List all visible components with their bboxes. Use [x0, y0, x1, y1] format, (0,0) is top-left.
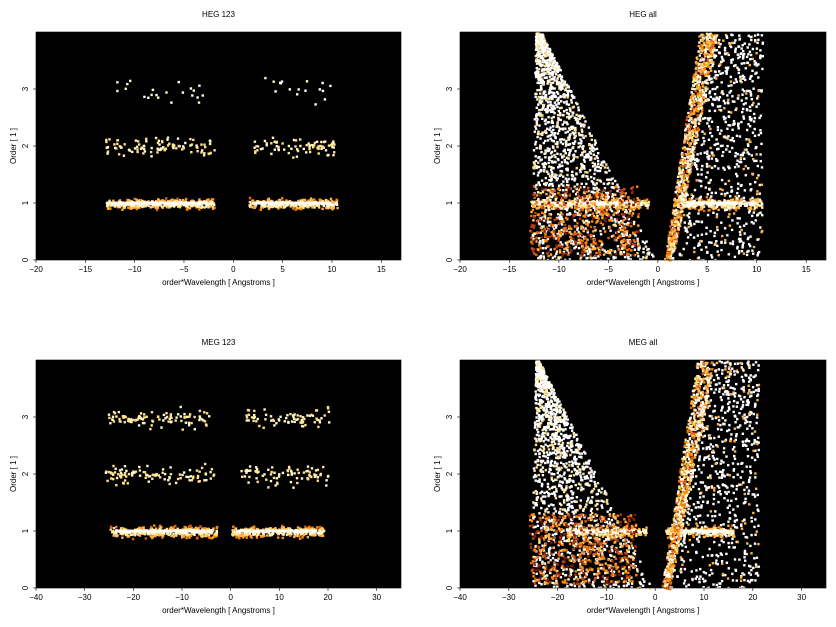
plot-area	[36, 360, 401, 588]
x-tick-label: −20	[127, 593, 141, 602]
y-axis-label: Order [ 1 ]	[9, 456, 18, 492]
plot-area	[36, 32, 401, 260]
x-tick-label: 5	[280, 265, 285, 274]
y-axis-label: Order [ 1 ]	[9, 128, 18, 164]
plot-area	[460, 360, 826, 588]
x-tick-label: −10	[175, 593, 189, 602]
x-tick-label: 10	[700, 593, 709, 602]
y-tick-label: 1	[445, 528, 454, 533]
y-tick-label: 1	[445, 200, 454, 205]
heatmap-pixels	[529, 32, 765, 263]
y-tick-label: 1	[21, 528, 30, 533]
x-tick-label: 0	[656, 265, 661, 274]
panel-title: MEG 123	[202, 338, 236, 347]
y-tick-label: 0	[445, 257, 454, 262]
panel-title: HEG all	[629, 10, 657, 19]
panel-title: MEG all	[629, 338, 658, 347]
x-tick-label: −20	[551, 593, 565, 602]
y-axis-label: Order [ 1 ]	[433, 456, 442, 492]
x-tick-label: −10	[552, 265, 566, 274]
y-tick-label: 2	[21, 471, 30, 476]
x-axis-label: order*Wavelength [ Angstroms ]	[587, 278, 700, 287]
x-tick-label: −20	[29, 265, 43, 274]
x-tick-label: 30	[797, 593, 806, 602]
x-tick-label: −20	[453, 265, 467, 274]
x-axis-label: order*Wavelength [ Angstroms ]	[162, 606, 275, 615]
x-tick-label: −10	[600, 593, 614, 602]
x-tick-label: −10	[128, 265, 142, 274]
heatmap-pixels	[105, 76, 339, 212]
x-tick-label: 0	[231, 265, 236, 274]
x-tick-label: 15	[377, 265, 386, 274]
heatmap-pixels	[528, 360, 761, 591]
panel-2: HEG all −20 −15 −10 −5 0 5 10 15 0 1 2 3 order*Wavele…	[433, 10, 827, 287]
x-tick-label: 30	[372, 593, 381, 602]
panel-3: MEG 123 −40 −30 −20 −10 0 10 20 30 0 1 2 3 order*Wave…	[9, 338, 402, 615]
x-tick-label: 0	[228, 593, 233, 602]
y-axis-label: Order [ 1 ]	[433, 128, 442, 164]
y-tick-label: 1	[21, 200, 30, 205]
y-tick-label: 3	[21, 86, 30, 91]
x-tick-label: −15	[79, 265, 93, 274]
panel-title: HEG 123	[202, 10, 235, 19]
x-tick-label: −30	[502, 593, 516, 602]
x-tick-label: −5	[179, 265, 189, 274]
y-tick-label: 3	[445, 86, 454, 91]
x-tick-label: 20	[324, 593, 333, 602]
y-tick-label: 3	[445, 414, 454, 419]
x-tick-label: 10	[275, 593, 284, 602]
x-tick-label: −40	[453, 593, 467, 602]
panel-4: MEG all −40 −30 −20 −10 0 10 20 30 0 1 2 3 order*Wave…	[433, 338, 827, 615]
y-tick-label: 3	[21, 414, 30, 419]
x-tick-label: 20	[748, 593, 757, 602]
y-tick-label: 2	[445, 471, 454, 476]
x-tick-label: −30	[78, 593, 92, 602]
x-tick-label: 15	[802, 265, 811, 274]
x-tick-label: 0	[653, 593, 658, 602]
x-tick-label: 5	[705, 265, 710, 274]
x-axis-label: order*Wavelength [ Angstroms ]	[587, 606, 700, 615]
y-tick-label: 0	[21, 257, 30, 262]
x-tick-label: −15	[503, 265, 517, 274]
plot-area	[460, 32, 826, 260]
heatmap-pixels	[104, 405, 331, 541]
y-tick-label: 0	[21, 585, 30, 590]
x-axis-label: order*Wavelength [ Angstroms ]	[162, 278, 275, 287]
y-tick-label: 2	[21, 143, 30, 148]
y-tick-label: 2	[445, 143, 454, 148]
y-tick-label: 0	[445, 585, 454, 590]
x-tick-label: −5	[604, 265, 614, 274]
panel-1: HEG 123 −20 −15 −10 −5 0 5 10 15 0 1 2 3 order*Wavele…	[9, 10, 402, 287]
x-tick-label: −40	[29, 593, 43, 602]
x-tick-label: 10	[752, 265, 761, 274]
x-tick-label: 10	[327, 265, 336, 274]
